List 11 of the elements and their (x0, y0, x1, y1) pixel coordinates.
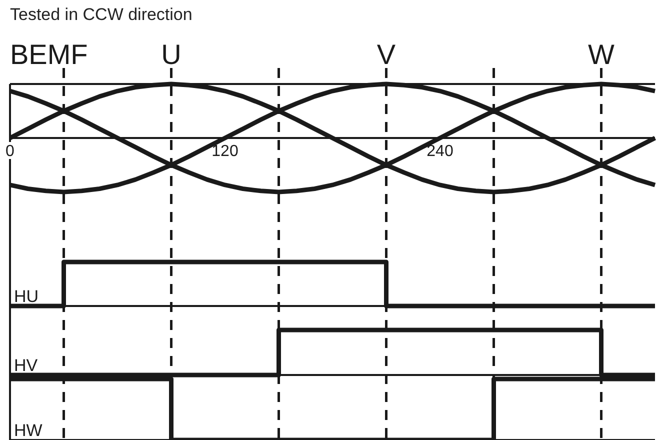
ref-line-label: W (588, 39, 616, 70)
ref-line-label: U (161, 39, 182, 70)
y-axis-title: HW (14, 421, 42, 440)
y-axis-title: HU (14, 287, 39, 306)
x-tick-label: 120 (212, 143, 238, 160)
x-tick-label: 0 (6, 143, 15, 160)
y-axis-title: BEMF (10, 39, 88, 70)
x-tick-label: 240 (426, 143, 454, 160)
chart-title: Tested in CCW direction (10, 5, 192, 24)
ref-line-label: V (376, 39, 396, 70)
y-axis-title: HV (14, 356, 38, 375)
